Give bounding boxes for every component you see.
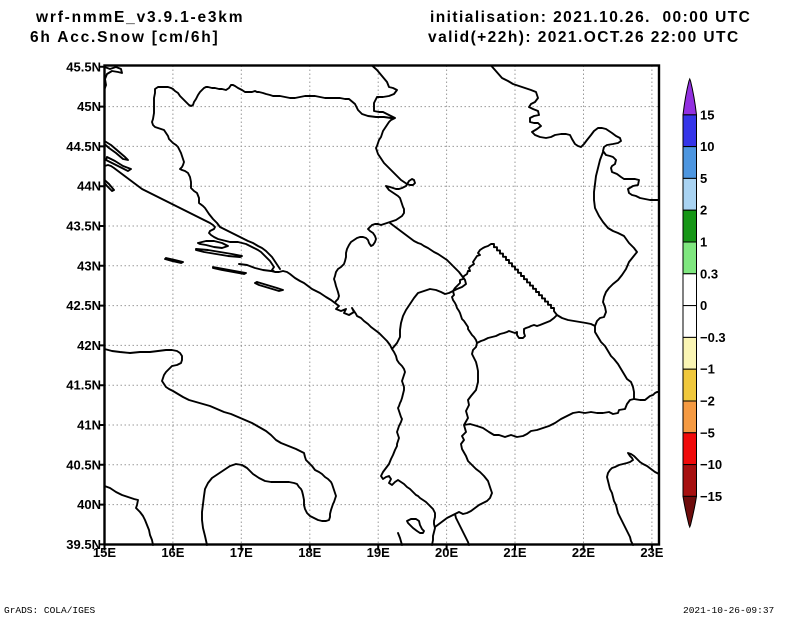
svg-text:41.5N: 41.5N (66, 378, 101, 393)
svg-text:42.5N: 42.5N (66, 298, 101, 313)
svg-text:−1: −1 (700, 362, 715, 377)
svg-text:−10: −10 (700, 457, 722, 472)
svg-text:−5: −5 (700, 425, 715, 440)
svg-text:45.5N: 45.5N (66, 59, 101, 74)
svg-text:44N: 44N (77, 179, 101, 194)
svg-text:39.5N: 39.5N (66, 537, 101, 552)
svg-text:2021-10-26-09:37: 2021-10-26-09:37 (683, 605, 774, 616)
svg-text:45N: 45N (77, 99, 101, 114)
svg-text:−2: −2 (700, 394, 715, 409)
svg-text:17E: 17E (230, 545, 253, 560)
svg-text:1: 1 (700, 235, 707, 250)
svg-text:43N: 43N (77, 258, 101, 273)
svg-text:19E: 19E (367, 545, 390, 560)
svg-text:16E: 16E (161, 545, 184, 560)
svg-text:40N: 40N (77, 497, 101, 512)
svg-text:41N: 41N (77, 418, 101, 433)
svg-text:21E: 21E (503, 545, 526, 560)
svg-text:40.5N: 40.5N (66, 457, 101, 472)
svg-text:valid(+22h): 2021.OCT.26 22:00: valid(+22h): 2021.OCT.26 22:00 UTC (428, 29, 740, 46)
svg-text:5: 5 (700, 171, 707, 186)
svg-text:15E: 15E (93, 545, 116, 560)
svg-text:6h Acc.Snow [cm/6h]: 6h Acc.Snow [cm/6h] (30, 29, 220, 46)
svg-text:18E: 18E (298, 545, 321, 560)
svg-text:0.3: 0.3 (700, 266, 718, 281)
svg-text:0: 0 (700, 298, 707, 313)
svg-text:10: 10 (700, 139, 714, 154)
svg-text:wrf-nmmE_v3.9.1-e3km: wrf-nmmE_v3.9.1-e3km (35, 9, 244, 26)
svg-text:−15: −15 (700, 489, 722, 504)
svg-text:2: 2 (700, 203, 707, 218)
svg-text:22E: 22E (572, 545, 595, 560)
svg-text:43.5N: 43.5N (66, 219, 101, 234)
svg-text:23E: 23E (640, 545, 663, 560)
svg-text:GrADS: COLA/IGES: GrADS: COLA/IGES (4, 605, 96, 616)
svg-text:20E: 20E (435, 545, 458, 560)
svg-text:initialisation: 2021.10.26. 0: initialisation: 2021.10.26. 00:00 UTC (430, 9, 751, 26)
svg-text:15: 15 (700, 107, 714, 122)
svg-text:44.5N: 44.5N (66, 139, 101, 154)
svg-text:−0.3: −0.3 (700, 330, 726, 345)
svg-text:42N: 42N (77, 338, 101, 353)
